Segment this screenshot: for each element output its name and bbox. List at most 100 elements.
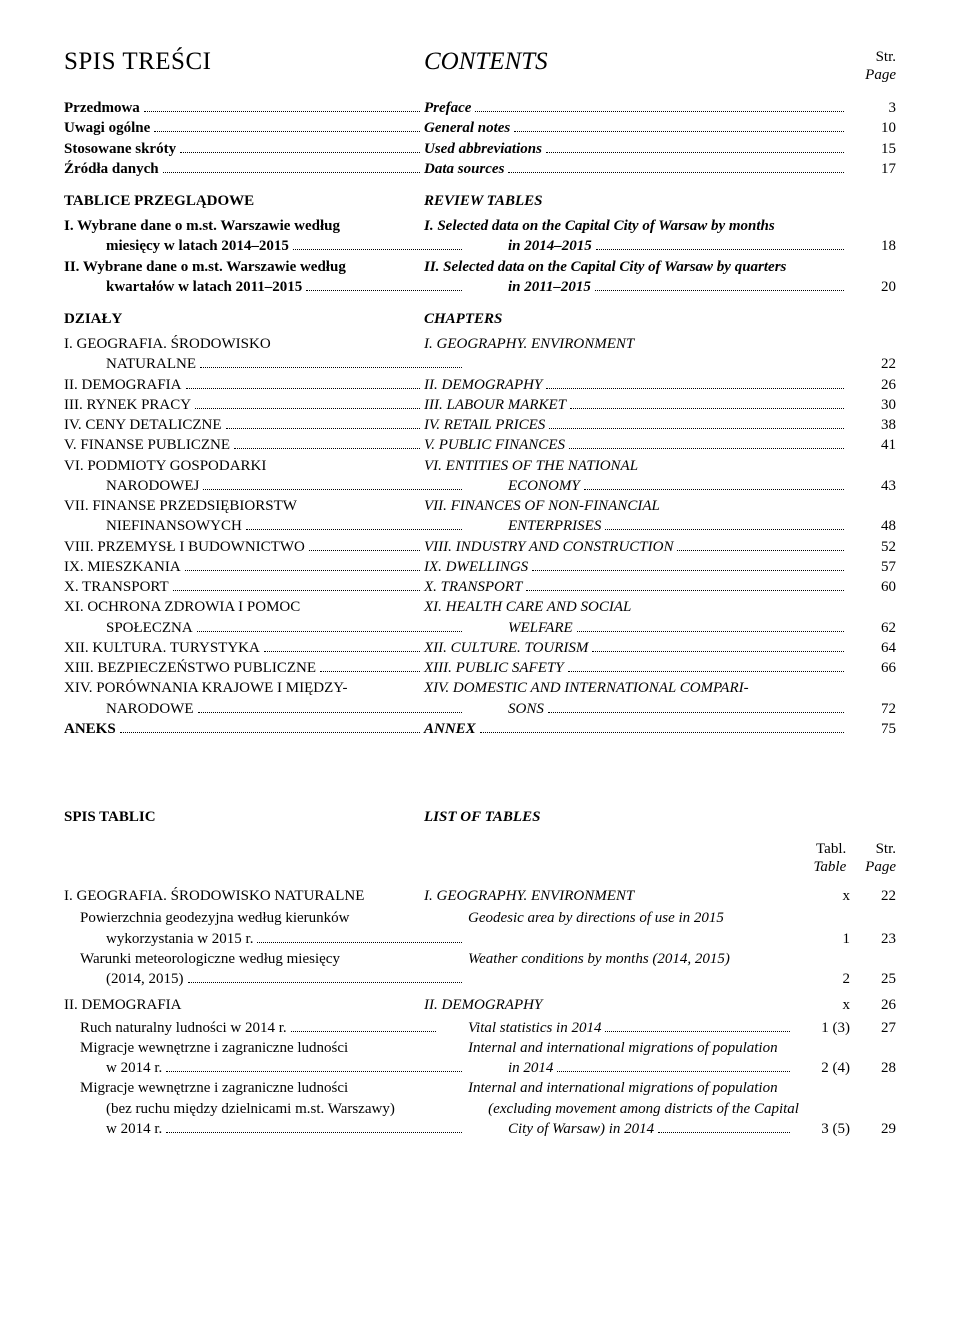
toc-left-label: Powierzchnia geodezyjna według kierunków <box>80 908 350 928</box>
toc-row: II. Wybrane dane o m.st. Warszawie wedłu… <box>64 257 896 277</box>
toc-row: SPOŁECZNAWELFARE62 <box>64 618 896 638</box>
toc-left-label: Źródła danych <box>64 159 159 179</box>
toc-right-label: V. PUBLIC FINANCES <box>424 435 565 455</box>
toc-left-label: X. TRANSPORT <box>64 577 169 597</box>
toc-left-label: NIEFINANSOWYCH <box>106 516 242 536</box>
page-number: 23 <box>850 929 896 949</box>
page-number: 41 <box>848 435 896 455</box>
toc-row: NARODOWEJECONOMY43 <box>64 476 896 496</box>
toc-row: VIII. PRZEMYSŁ I BUDOWNICTWOVIII. INDUST… <box>64 537 896 557</box>
toc-left-label: Warunki meteorologiczne według miesięcy <box>80 949 340 969</box>
toc-right-label: City of Warsaw) in 2014 <box>508 1119 654 1139</box>
review-head-right: REVIEW TABLES <box>424 193 896 210</box>
toc-right-label: ENTERPRISES <box>508 516 601 536</box>
toc-right-label: XI. HEALTH CARE AND SOCIAL <box>424 597 631 617</box>
page-number: 30 <box>848 395 896 415</box>
toc-left-label: VI. PODMIOTY GOSPODARKI <box>64 456 266 476</box>
toc-right-label: XIII. PUBLIC SAFETY <box>424 658 564 678</box>
front-matter-list: PrzedmowaPreface3Uwagi ogólneGeneral not… <box>64 98 896 179</box>
toc-left-label: IX. MIESZKANIA <box>64 557 181 577</box>
toc-left-label: II. DEMOGRAFIA <box>64 375 182 395</box>
toc-right-label: II. DEMOGRAPHY <box>424 375 542 395</box>
page-number: 10 <box>848 118 896 138</box>
toc-left-label: NARODOWE <box>106 699 194 719</box>
toc-row: (2014, 2015) 225 <box>64 969 896 989</box>
toc-right-label: Used abbreviations <box>424 139 542 159</box>
toc-right-label: VII. FINANCES OF NON-FINANCIAL <box>424 496 660 516</box>
toc-left-label: wykorzystania w 2015 r. <box>106 929 253 949</box>
toc-right-label: IX. DWELLINGS <box>424 557 528 577</box>
toc-row: X. TRANSPORT X. TRANSPORT 60 <box>64 577 896 597</box>
toc-right-label: WELFARE <box>508 618 573 638</box>
page-number: 38 <box>848 415 896 435</box>
page-title-row: SPIS TREŚCI CONTENTS Str. Page <box>64 48 896 84</box>
toc-row: VII. FINANSE PRZEDSIĘBIORSTW VII. FINANCE… <box>64 496 896 516</box>
table-number: 2 <box>794 969 850 989</box>
page-number: 43 <box>848 476 896 496</box>
list-of-tables: I. GEOGRAFIA. ŚRODOWISKO NATURALNEI. GEO… <box>64 886 896 1139</box>
toc-row: w 2014 r.in 20142 (4)28 <box>64 1058 896 1078</box>
page-number: 15 <box>848 139 896 159</box>
toc-left-label: Stosowane skróty <box>64 139 176 159</box>
chapters-list: I. GEOGRAFIA. ŚRODOWISKOI. GEOGRAPHY. EN… <box>64 334 896 739</box>
toc-left-label: miesięcy w latach 2014–2015 <box>106 236 289 256</box>
tabl-label: Tabl. <box>796 840 846 858</box>
toc-right-label: VI. ENTITIES OF THE NATIONAL <box>424 456 638 476</box>
toc-left-label: XIII. BEZPIECZEŃSTWO PUBLICZNE <box>64 658 316 678</box>
table-number: 1 (3) <box>794 1018 850 1038</box>
page-number: 72 <box>848 699 896 719</box>
page-number: 3 <box>848 98 896 118</box>
toc-left-label: ANEKS <box>64 719 116 739</box>
toc-right-label: Internal and international migrations of… <box>468 1038 778 1058</box>
toc-left-label: V. FINANSE PUBLICZNE <box>64 435 230 455</box>
toc-left-label: w 2014 r. <box>106 1058 162 1078</box>
toc-row: Warunki meteorologiczne według miesięcy W… <box>64 949 896 969</box>
toc-right-label: Weather conditions by months (2014, 2015… <box>468 949 730 969</box>
toc-row: Uwagi ogólneGeneral notes10 <box>64 118 896 138</box>
toc-row: Źródła danychData sources17 <box>64 159 896 179</box>
table-number: x <box>794 995 850 1015</box>
title-left: SPIS TREŚCI <box>64 48 424 84</box>
toc-right-label: in 2014–2015 <box>508 236 592 256</box>
toc-left-label: kwartałów w latach 2011–2015 <box>106 277 302 297</box>
table-number: x <box>794 886 850 906</box>
toc-left-label: NARODOWEJ <box>106 476 199 496</box>
lot-str-label: Str. <box>856 840 896 858</box>
toc-left-label: Uwagi ogólne <box>64 118 150 138</box>
page-number: 22 <box>850 886 896 906</box>
toc-left-label: III. RYNEK PRACY <box>64 395 191 415</box>
toc-row: XIV. PORÓWNANIA KRAJOWE I MIĘDZY-XIV. DO… <box>64 678 896 698</box>
toc-left-label: VII. FINANSE PRZEDSIĘBIORSTW <box>64 496 297 516</box>
page-number: 66 <box>848 658 896 678</box>
toc-left-label: w 2014 r. <box>106 1119 162 1139</box>
toc-row: XI. OCHRONA ZDROWIA I POMOCXI. HEALTH CA… <box>64 597 896 617</box>
list-of-tables-head: SPIS TABLIC LIST OF TABLES <box>64 809 896 826</box>
toc-row: Powierzchnia geodezyjna według kierunków… <box>64 908 896 928</box>
toc-row: XII. KULTURA. TURYSTYKAXII. CULTURE. TOU… <box>64 638 896 658</box>
toc-right-label: Data sources <box>424 159 504 179</box>
toc-right-label: I. Selected data on the Capital City of … <box>424 216 775 236</box>
toc-row: Migracje wewnętrzne i zagraniczne ludnoś… <box>64 1078 896 1098</box>
page-number: 60 <box>848 577 896 597</box>
toc-right-label: II. Selected data on the Capital City of… <box>424 257 786 277</box>
toc-row: II. DEMOGRAFIAII. DEMOGRAPHY26 <box>64 375 896 395</box>
page-number: 75 <box>848 719 896 739</box>
toc-right-label: XIV. DOMESTIC AND INTERNATIONAL COMPARI- <box>424 678 749 698</box>
review-tables-list: I. Wybrane dane o m.st. Warszawie według… <box>64 216 896 297</box>
chapters-head-left: DZIAŁY <box>64 311 424 328</box>
toc-left-label: VIII. PRZEMYSŁ I BUDOWNICTWO <box>64 537 305 557</box>
toc-right-label: X. TRANSPORT <box>424 577 522 597</box>
toc-right-label: Internal and international migrations of… <box>468 1078 778 1098</box>
toc-left-label: XII. KULTURA. TURYSTYKA <box>64 638 260 658</box>
toc-right-label: SONS <box>508 699 544 719</box>
toc-right-label: III. LABOUR MARKET <box>424 395 566 415</box>
page-col-header: Str. Page <box>865 48 896 84</box>
toc-right-label: I. GEOGRAPHY. ENVIRONMENT <box>424 334 634 354</box>
page-number: 26 <box>850 995 896 1015</box>
toc-right-label: Preface <box>424 98 471 118</box>
lot-section-row: I. GEOGRAFIA. ŚRODOWISKO NATURALNEI. GEO… <box>64 886 896 906</box>
lot-head-right: LIST OF TABLES <box>424 809 896 826</box>
toc-right-label: (excluding movement among districts of t… <box>488 1099 799 1119</box>
chapters-head-right: CHAPTERS <box>424 311 896 328</box>
toc-left-label: Migracje wewnętrzne i zagraniczne ludnoś… <box>80 1038 348 1058</box>
